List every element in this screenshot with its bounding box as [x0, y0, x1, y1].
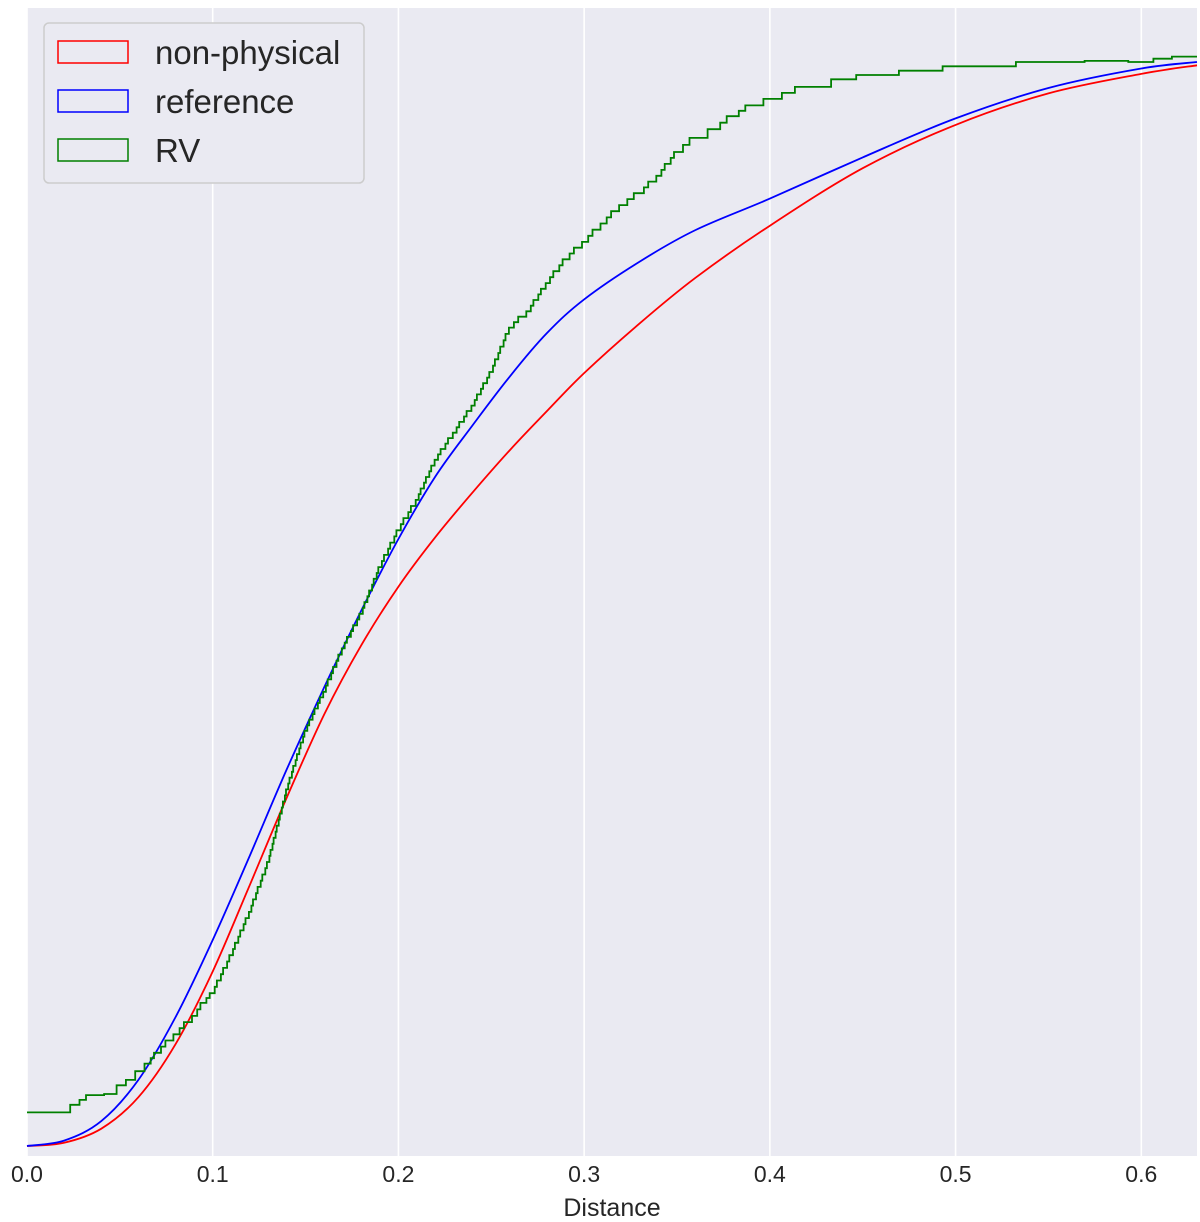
legend-label-reference: reference — [155, 83, 294, 120]
x-grid-lines — [26, 8, 1143, 1156]
plot-background — [27, 8, 1197, 1156]
x-tick-labels: 0.0 0.1 0.2 0.3 0.4 0.5 0.6 — [11, 1161, 1157, 1187]
x-tick-label: 0.1 — [197, 1161, 229, 1187]
x-tick-label: 0.5 — [940, 1161, 972, 1187]
series-line-rv — [27, 55, 1197, 1114]
legend-swatch-rv — [57, 138, 129, 162]
series-line-reference — [26, 61, 1198, 1147]
x-tick-label: 0.3 — [568, 1161, 600, 1187]
x-tick-label: 0.0 — [11, 1161, 43, 1187]
legend-swatch-reference — [57, 89, 129, 113]
legend-label-non-physical: non-physical — [155, 34, 340, 71]
x-axis-title: Distance — [563, 1194, 660, 1222]
series-lines — [26, 55, 1198, 1147]
x-tick-label: 0.4 — [754, 1161, 786, 1187]
x-tick-label: 0.6 — [1125, 1161, 1157, 1187]
legend-label-rv: RV — [155, 132, 200, 169]
legend-swatch-non-physical — [57, 40, 129, 64]
series-line-non-physical — [26, 64, 1198, 1147]
legend: non-physical reference RV — [43, 22, 365, 184]
x-tick-label: 0.2 — [382, 1161, 414, 1187]
legend-entries: non-physical reference RV — [57, 34, 340, 169]
